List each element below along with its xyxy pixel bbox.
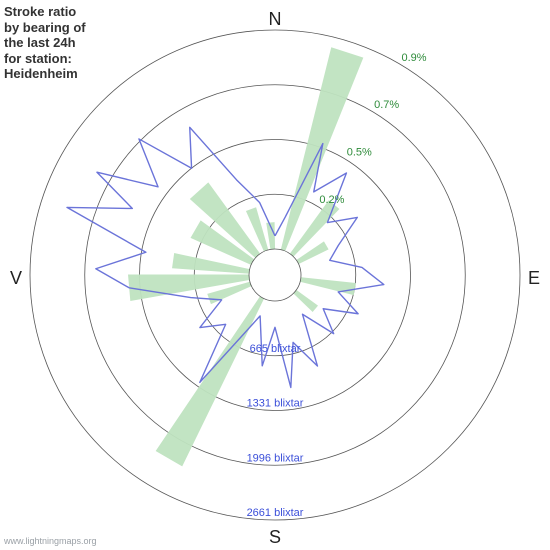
ring-label-green: 0.2% — [319, 194, 344, 206]
footer-credit: www.lightningmaps.org — [4, 536, 97, 546]
ring-label-green: 0.5% — [347, 147, 372, 159]
ring-label-blue: 665 blixtar — [250, 343, 301, 355]
compass-E: E — [528, 268, 540, 288]
ring-label-blue: 1331 blixtar — [247, 398, 304, 410]
inner-hole — [249, 249, 301, 301]
ring-label-green: 0.7% — [374, 99, 399, 111]
ring-label-blue: 2661 blixtar — [247, 507, 304, 519]
chart-canvas: Stroke ratio by bearing of the last 24h … — [0, 0, 550, 550]
ring-label-blue: 1996 blixtar — [247, 452, 304, 464]
compass-N: N — [269, 9, 282, 29]
compass-S: S — [269, 527, 281, 547]
ratio-wedge — [156, 275, 275, 466]
ring-label-green: 0.9% — [402, 52, 427, 64]
polar-plot: N E S V 0.2% 0.5% 0.7% 0.9% 665 blixtar 1331 bli… — [0, 0, 550, 550]
footer-text: www.lightningmaps.org — [4, 536, 97, 546]
compass-V: V — [10, 268, 22, 288]
